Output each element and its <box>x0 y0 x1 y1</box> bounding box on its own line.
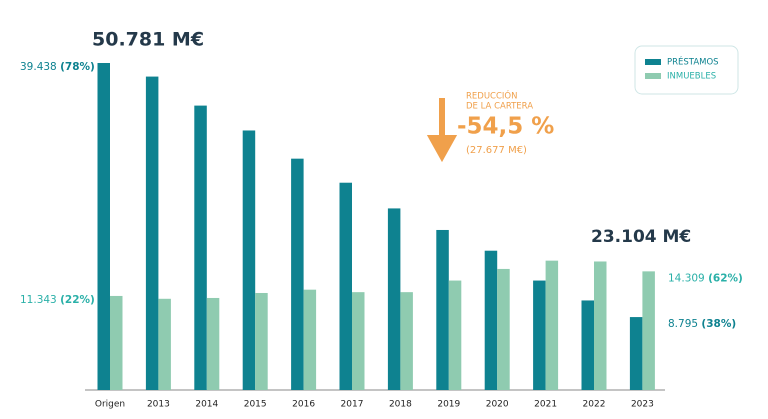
bar <box>497 268 510 390</box>
reduction-title: DE LA CARTERA <box>466 102 533 112</box>
x-tick-label: 2017 <box>341 400 364 410</box>
bar <box>206 297 220 390</box>
reduction-value: -54,5 % <box>457 114 554 140</box>
data-label-value: 11.343 <box>20 294 57 306</box>
bar <box>158 298 171 390</box>
total-start: 50.781 M€ <box>92 29 204 51</box>
bar <box>400 292 413 390</box>
bar <box>97 63 110 390</box>
legend-box <box>634 45 739 95</box>
bar <box>387 208 401 390</box>
data-label: 8.795 (38%) <box>668 318 736 330</box>
bar <box>448 280 462 390</box>
x-tick-label: 2014 <box>195 400 218 410</box>
bar <box>352 292 365 390</box>
bar <box>545 260 559 390</box>
bar <box>255 292 268 390</box>
x-tick-label: 2023 <box>631 400 654 410</box>
bar <box>339 182 352 390</box>
bar <box>629 317 643 390</box>
legend-swatch <box>645 59 661 65</box>
bar <box>291 158 304 390</box>
reduction-title: REDUCCIÓN <box>466 90 517 102</box>
data-label: 39.438 (78%) <box>20 61 95 73</box>
bar <box>642 271 655 390</box>
bar <box>194 105 207 390</box>
data-label-share: (62%) <box>708 272 743 284</box>
data-label-value: 8.795 <box>668 318 698 330</box>
legend-label: INMUEBLES <box>667 72 716 82</box>
data-label-value: 14.309 <box>668 272 705 284</box>
x-tick-label: 2019 <box>437 400 460 410</box>
bar <box>242 130 256 390</box>
x-tick-label: 2013 <box>147 400 170 410</box>
reduction-amount: (27.677 M€) <box>466 145 527 156</box>
x-tick-label: Origen <box>95 400 125 410</box>
data-label-share: (38%) <box>701 318 736 330</box>
data-label: 11.343 (22%) <box>20 294 95 306</box>
data-label: 14.309 (62%) <box>668 272 743 284</box>
bar <box>303 289 317 390</box>
legend-label: PRÉSTAMOS <box>667 56 719 68</box>
x-tick-label: 2015 <box>244 400 267 410</box>
legend-swatch <box>645 73 661 79</box>
bar <box>484 250 498 390</box>
x-tick-label: 2016 <box>292 400 315 410</box>
x-tick-label: 2021 <box>534 400 557 410</box>
data-label-share: (22%) <box>60 294 95 306</box>
data-label-value: 39.438 <box>20 61 57 73</box>
reduction-arrow <box>426 98 458 163</box>
data-label-share: (78%) <box>60 61 95 73</box>
x-tick-label: 2018 <box>389 400 412 410</box>
bar <box>594 261 607 390</box>
bar <box>533 280 546 390</box>
bar <box>145 76 159 390</box>
bar <box>110 295 123 390</box>
bar <box>581 300 594 390</box>
x-tick-label: 2022 <box>583 400 606 410</box>
x-tick-label: 2020 <box>486 400 509 410</box>
bar <box>436 229 449 390</box>
total-end: 23.104 M€ <box>591 227 691 247</box>
